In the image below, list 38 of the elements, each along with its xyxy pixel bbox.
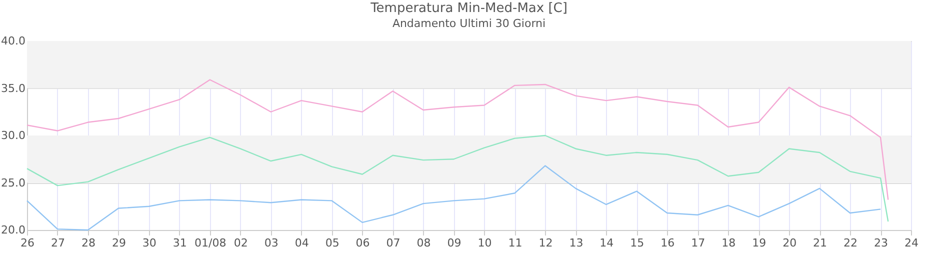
x-tick-label: 04 xyxy=(294,236,309,250)
line-series xyxy=(26,165,882,231)
x-tick-label: 10 xyxy=(478,236,492,250)
x-tick-label: 09 xyxy=(447,236,462,250)
x-tick-label: 27 xyxy=(50,236,65,250)
x-tick-label: 14 xyxy=(600,236,614,250)
x-tick-label: 11 xyxy=(508,236,522,250)
chart-title: Temperatura Min-Med-Max [C] xyxy=(370,1,568,16)
x-tick-label: 31 xyxy=(172,236,187,250)
x-tick-label: 22 xyxy=(844,236,858,250)
x-tick-label: 21 xyxy=(813,236,828,250)
x-tick-label: 05 xyxy=(325,236,340,250)
y-tick-label: 20.0 xyxy=(1,224,26,236)
x-tick-label: 18 xyxy=(722,236,736,250)
x-tick-label: 01/08 xyxy=(194,236,226,250)
y-tick-label: 25.0 xyxy=(1,176,26,190)
y-tick-label: 30.0 xyxy=(1,129,26,142)
x-tick-label: 07 xyxy=(386,236,400,250)
x-tick-label: 08 xyxy=(416,236,431,250)
x-tick-label: 02 xyxy=(234,236,248,250)
x-tick-label: 15 xyxy=(630,236,644,250)
x-tick-label: 29 xyxy=(112,236,126,250)
x-tick-label: 23 xyxy=(874,236,888,250)
x-tick-label: 17 xyxy=(691,236,706,250)
chart-subtitle: Andamento Ultimi 30 Giorni xyxy=(392,17,546,30)
x-tick-label: 24 xyxy=(904,236,918,250)
x-tick-label: 19 xyxy=(752,236,766,250)
x-tick-label: 30 xyxy=(142,236,156,250)
y-tick-label: 40.0 xyxy=(1,34,26,48)
x-tick-label: 16 xyxy=(660,236,675,250)
x-tick-label: 20 xyxy=(782,236,797,250)
x-tick-label: 03 xyxy=(264,236,278,250)
x-tick-label: 12 xyxy=(538,236,553,250)
x-tick-label: 28 xyxy=(81,236,96,250)
x-tick-label: 13 xyxy=(569,236,584,250)
y-tick-label: 35.0 xyxy=(1,82,26,95)
x-tick-label: 06 xyxy=(356,236,370,250)
x-tick-label: 26 xyxy=(20,236,34,250)
